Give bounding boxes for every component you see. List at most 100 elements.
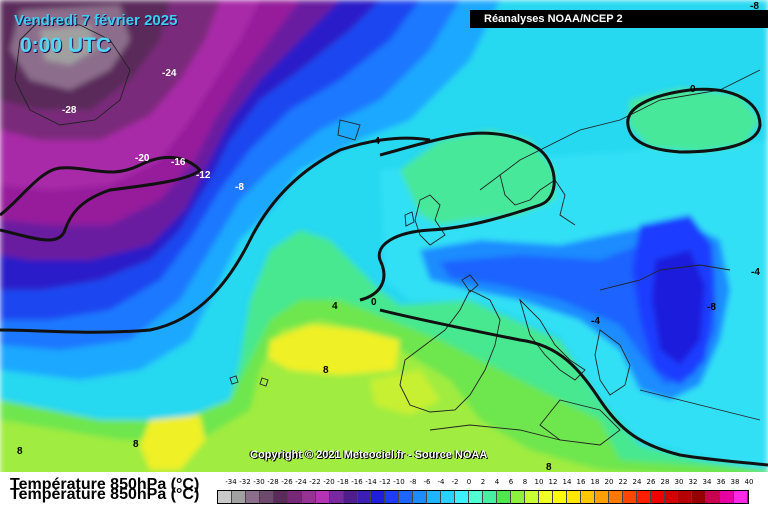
copyright-text: Copyright © 2021 Meteociel.fr - Source N… <box>250 449 488 461</box>
legend-swatch <box>608 491 623 503</box>
map-label: -28 <box>62 105 77 116</box>
legend-swatch <box>357 491 372 503</box>
map-label: -8 <box>235 182 244 193</box>
legend-swatch <box>692 491 707 503</box>
legend-tick-label: -8 <box>409 478 417 486</box>
legend-swatch <box>287 491 302 503</box>
legend-swatch <box>552 491 567 503</box>
legend-tick-label: 18 <box>590 478 600 486</box>
map-label: -16 <box>171 157 186 168</box>
map-label: 8 <box>17 446 23 457</box>
legend-tick-label: 12 <box>548 478 558 486</box>
legend-tick-label: -4 <box>437 478 445 486</box>
coastlines <box>14 19 761 446</box>
legend-tick-label: 16 <box>576 478 586 486</box>
legend-swatch <box>497 491 512 503</box>
legend-tick-label: 30 <box>674 478 684 486</box>
legend-swatch <box>385 491 400 503</box>
legend-swatch <box>245 491 260 503</box>
source-banner: Réanalyses NOAA/NCEP 2 <box>470 10 768 28</box>
legend-swatch <box>664 491 679 503</box>
map-label: 8 <box>546 462 552 473</box>
legend-swatch <box>218 491 232 503</box>
isotherm-labels: -24 -28 -20 -16 -12 -8 -4 0 4 0 8 8 8 -4… <box>17 1 760 473</box>
legend-swatch <box>301 491 316 503</box>
legend-tick-label: 24 <box>632 478 642 486</box>
legend-tick-label: -10 <box>393 478 405 486</box>
legend-tick-label: 26 <box>646 478 656 486</box>
forecast-time: 0:00 UTC <box>20 34 112 57</box>
legend-swatch <box>441 491 456 503</box>
legend-tick-label: -6 <box>423 478 431 486</box>
legend-swatch <box>469 491 484 503</box>
legend-swatch <box>511 491 525 503</box>
legend-swatch <box>231 491 246 503</box>
map-label: -24 <box>162 68 177 79</box>
legend-tick-label: -32 <box>239 478 251 486</box>
legend-tick-label: -2 <box>451 478 459 486</box>
legend-tick-label: 4 <box>494 478 500 486</box>
legend-tick-label: -16 <box>351 478 363 486</box>
legend-title-shadow: Température 850hPa (°C) <box>10 486 200 503</box>
legend-tick-label: 14 <box>562 478 572 486</box>
legend-swatch <box>594 491 609 503</box>
legend-swatch <box>273 491 288 503</box>
isotherms <box>0 87 768 467</box>
map-label: -8 <box>707 302 716 313</box>
legend-tick-label: -34 <box>225 478 237 486</box>
legend-swatch <box>259 491 274 503</box>
legend-tick-label: -12 <box>379 478 391 486</box>
legend-swatch <box>455 491 470 503</box>
legend-tick-label: 34 <box>702 478 712 486</box>
map-label: -12 <box>196 170 211 181</box>
map-label: 4 <box>332 301 338 312</box>
legend-tick-label: 40 <box>744 478 754 486</box>
legend-ticks: -34 -32 -30 -28 -26 -24 -22 -20 -18 -16 -14 -12 -10-… <box>217 478 753 490</box>
legend-tick-label: 36 <box>716 478 726 486</box>
legend-swatch <box>483 491 498 503</box>
legend-tick-label: -14 <box>365 478 377 486</box>
map-label: 0 <box>371 297 377 308</box>
map-label: -4 <box>591 316 600 327</box>
legend-swatch <box>678 491 693 503</box>
legend-swatch <box>566 491 581 503</box>
legend-title: Température 850hPa (°C) <box>10 476 200 493</box>
legend-color-scale <box>217 490 749 504</box>
forecast-date: Vendredi 7 février 2025 <box>14 12 178 29</box>
legend-tick-label: -20 <box>323 478 335 486</box>
legend-tick-label: -28 <box>267 478 279 486</box>
legend-tick-label: 20 <box>604 478 614 486</box>
legend-swatch <box>538 491 553 503</box>
legend-tick-label: 38 <box>730 478 740 486</box>
legend-tick-label: 8 <box>522 478 528 486</box>
legend-tick-label: 0 <box>466 478 472 486</box>
legend-tick-label: 10 <box>534 478 544 486</box>
legend-swatch <box>622 491 637 503</box>
legend-swatch <box>413 491 428 503</box>
legend-swatch <box>650 491 665 503</box>
legend-tick-label: -18 <box>337 478 349 486</box>
legend-tick-label: -30 <box>253 478 265 486</box>
legend-tick-label: 6 <box>508 478 514 486</box>
legend-swatch <box>371 491 386 503</box>
legend-swatch <box>524 491 539 503</box>
legend-tick-label: -24 <box>295 478 307 486</box>
legend-tick-label: 2 <box>480 478 486 486</box>
legend-swatch <box>399 491 414 503</box>
legend-tick-label: 28 <box>660 478 670 486</box>
legend-tick-label: -22 <box>309 478 321 486</box>
map-label: 8 <box>133 439 139 450</box>
legend-swatch <box>706 491 721 503</box>
legend-swatch <box>636 491 651 503</box>
map-label: 0 <box>690 84 696 95</box>
legend-tick-label: -26 <box>281 478 293 486</box>
legend-swatch <box>580 491 595 503</box>
map-label: 8 <box>323 365 329 376</box>
map-label: -20 <box>135 153 150 164</box>
map-label: -4 <box>751 267 760 278</box>
legend-swatch <box>343 491 358 503</box>
legend-swatch <box>734 491 749 503</box>
legend-swatch <box>315 491 330 503</box>
legend-tick-label: 22 <box>618 478 628 486</box>
